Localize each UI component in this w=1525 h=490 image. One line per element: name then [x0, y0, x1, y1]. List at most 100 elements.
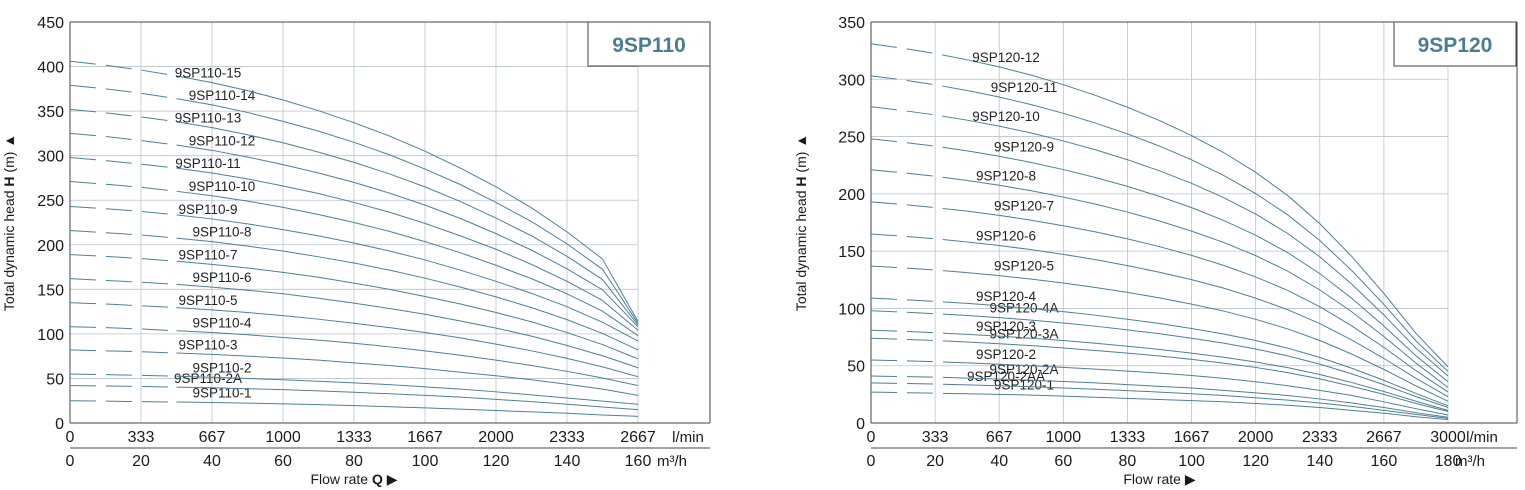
curve-label-9SP120-3: 9SP120-3: [976, 319, 1036, 334]
y-tick-label: 150: [37, 282, 64, 299]
curve-9SP110-10: [176, 190, 639, 337]
curve-label-9SP110-6: 9SP110-6: [192, 270, 251, 285]
curve-9SP120-2: [967, 362, 1449, 416]
x-tick-label-m3h: 180: [1435, 453, 1462, 470]
curve-label-9SP120-8: 9SP120-8: [976, 168, 1036, 183]
curve-dashed-9SP110-8: [69, 230, 177, 239]
curve-dashed-9SP120-5: [870, 265, 968, 274]
curve-9SP120-5: [967, 272, 1449, 402]
x-tick-label-lmin: 2333: [1302, 429, 1338, 446]
x-tick-label-lmin: 667: [986, 429, 1013, 446]
curve-dashed-9SP110-4: [69, 326, 177, 332]
curve-label-9SP110-5: 9SP110-5: [178, 293, 237, 308]
model-title: 9SP110: [612, 34, 686, 57]
curve-label-9SP110-14: 9SP110-14: [189, 88, 256, 103]
curve-9SP120-10: [967, 119, 1449, 377]
curve-label-9SP110-11: 9SP110-11: [175, 156, 241, 171]
x-tick-label-lmin: 2000: [478, 429, 514, 446]
x-tick-label-lmin: 0: [867, 429, 876, 446]
curve-dashed-9SP110-2: [69, 373, 177, 377]
model-title-box: [587, 21, 711, 67]
curve-label-9SP120-7: 9SP120-7: [994, 198, 1054, 213]
x-tick-label-lmin: 2667: [620, 429, 656, 446]
curve-dashed-9SP110-15: [69, 60, 177, 77]
curve-9SP110-1: [176, 401, 639, 417]
unit-m3h: m³/h: [657, 453, 687, 470]
curve-9SP120-1: [967, 393, 1449, 421]
curve-label-9SP110-7: 9SP110-7: [178, 247, 237, 262]
x-tick-label-lmin: 1000: [1046, 429, 1082, 446]
x-tick-label-m3h: 100: [1178, 453, 1205, 470]
curve-9SP120-3: [967, 333, 1449, 411]
y-tick-label: 100: [37, 327, 64, 344]
curve-label-9SP110-9: 9SP110-9: [178, 202, 237, 217]
x-tick-label-m3h: 80: [345, 453, 363, 470]
curve-label-9SP110-2: 9SP110-2: [192, 360, 251, 375]
curve-label-9SP120-1: 9SP120-1: [994, 377, 1054, 392]
y-tick-label: 50: [46, 371, 64, 388]
curve-dashed-9SP110-3: [69, 349, 177, 354]
y-axis-title: Total dynamic head H (m) ▲: [793, 134, 809, 311]
x-tick-label-lmin: 333: [128, 429, 155, 446]
x-tick-label-m3h: 120: [1242, 453, 1269, 470]
unit-m3h: m³/h: [1455, 453, 1485, 470]
curve-dashed-9SP120-12: [870, 43, 968, 61]
curve-9SP110-15: [176, 75, 639, 322]
unit-lmin: l/min: [1466, 429, 1498, 446]
curve-dashed-9SP110-13: [69, 108, 177, 123]
x-tick-label-lmin: 1333: [336, 429, 372, 446]
x-tick-label-lmin: 1333: [1110, 429, 1146, 446]
curve-label-9SP120-10: 9SP120-10: [972, 109, 1040, 124]
curve-dashed-9SP120-4A: [870, 310, 968, 317]
x-tick-label-m3h: 0: [66, 453, 75, 470]
curve-label-9SP110-15: 9SP110-15: [175, 66, 242, 81]
curve-dashed-9SP110-11: [69, 156, 177, 169]
curve-label-9SP120-3A: 9SP120-3A: [989, 327, 1058, 342]
curve-9SP110-12: [176, 144, 639, 328]
curve-9SP110-13: [176, 121, 639, 326]
y-tick-label: 50: [847, 359, 865, 376]
curve-9SP110-3: [176, 352, 639, 396]
x-tick-label-lmin: 0: [66, 429, 75, 446]
curve-dashed-9SP120-6: [870, 233, 968, 243]
y-tick-label: 300: [838, 72, 865, 89]
curve-dashed-9SP120-2AA: [870, 382, 968, 386]
x-tick-label-lmin: 2333: [549, 429, 585, 446]
x-tick-label-m3h: 160: [1371, 453, 1398, 470]
x-tick-label-m3h: 40: [203, 453, 221, 470]
curve-dashed-9SP120-4: [870, 297, 968, 304]
curve-label-9SP120-9: 9SP120-9: [994, 139, 1054, 154]
x-axis-title: Flow rate Q ▶: [310, 471, 397, 487]
y-tick-label: 200: [37, 238, 64, 255]
x-tick-label-lmin: 2000: [1238, 429, 1274, 446]
curve-9SP120-3A: [967, 341, 1449, 413]
y-tick-label: 250: [37, 193, 64, 210]
curve-dashed-9SP120-10: [870, 106, 968, 121]
y-tick-label: 200: [838, 187, 865, 204]
x-tick-label-m3h: 60: [1054, 453, 1072, 470]
curve-9SP110-7: [176, 260, 639, 360]
y-tick-label: 450: [37, 15, 64, 32]
curve-9SP110-2A: [176, 386, 639, 411]
curve-label-9SP120-12: 9SP120-12: [972, 50, 1040, 65]
x-tick-label-m3h: 20: [132, 453, 150, 470]
y-tick-label: 100: [838, 301, 865, 318]
curve-label-9SP120-11: 9SP120-11: [991, 80, 1058, 95]
y-tick-label: 350: [838, 15, 865, 32]
y-tick-label: 400: [37, 60, 64, 77]
curve-label-9SP120-2: 9SP120-2: [976, 347, 1036, 362]
y-axis-title: Total dynamic head H (m) ▲: [1, 134, 17, 311]
curve-label-9SP110-1: 9SP110-1: [192, 386, 251, 401]
curve-dashed-9SP110-7: [69, 254, 177, 262]
curve-dashed-9SP110-10: [69, 181, 177, 192]
curve-dashed-9SP110-14: [69, 84, 177, 100]
curve-dashed-9SP120-8: [870, 169, 968, 181]
curve-9SP110-2: [176, 375, 639, 405]
curve-dashed-9SP120-2: [870, 359, 968, 364]
x-tick-label-m3h: 140: [1306, 453, 1333, 470]
curve-9SP110-5: [176, 307, 639, 378]
curve-label-9SP110-13: 9SP110-13: [175, 111, 242, 126]
unit-lmin: l/min: [672, 429, 704, 446]
curve-label-9SP110-2A: 9SP110-2A: [174, 371, 242, 386]
